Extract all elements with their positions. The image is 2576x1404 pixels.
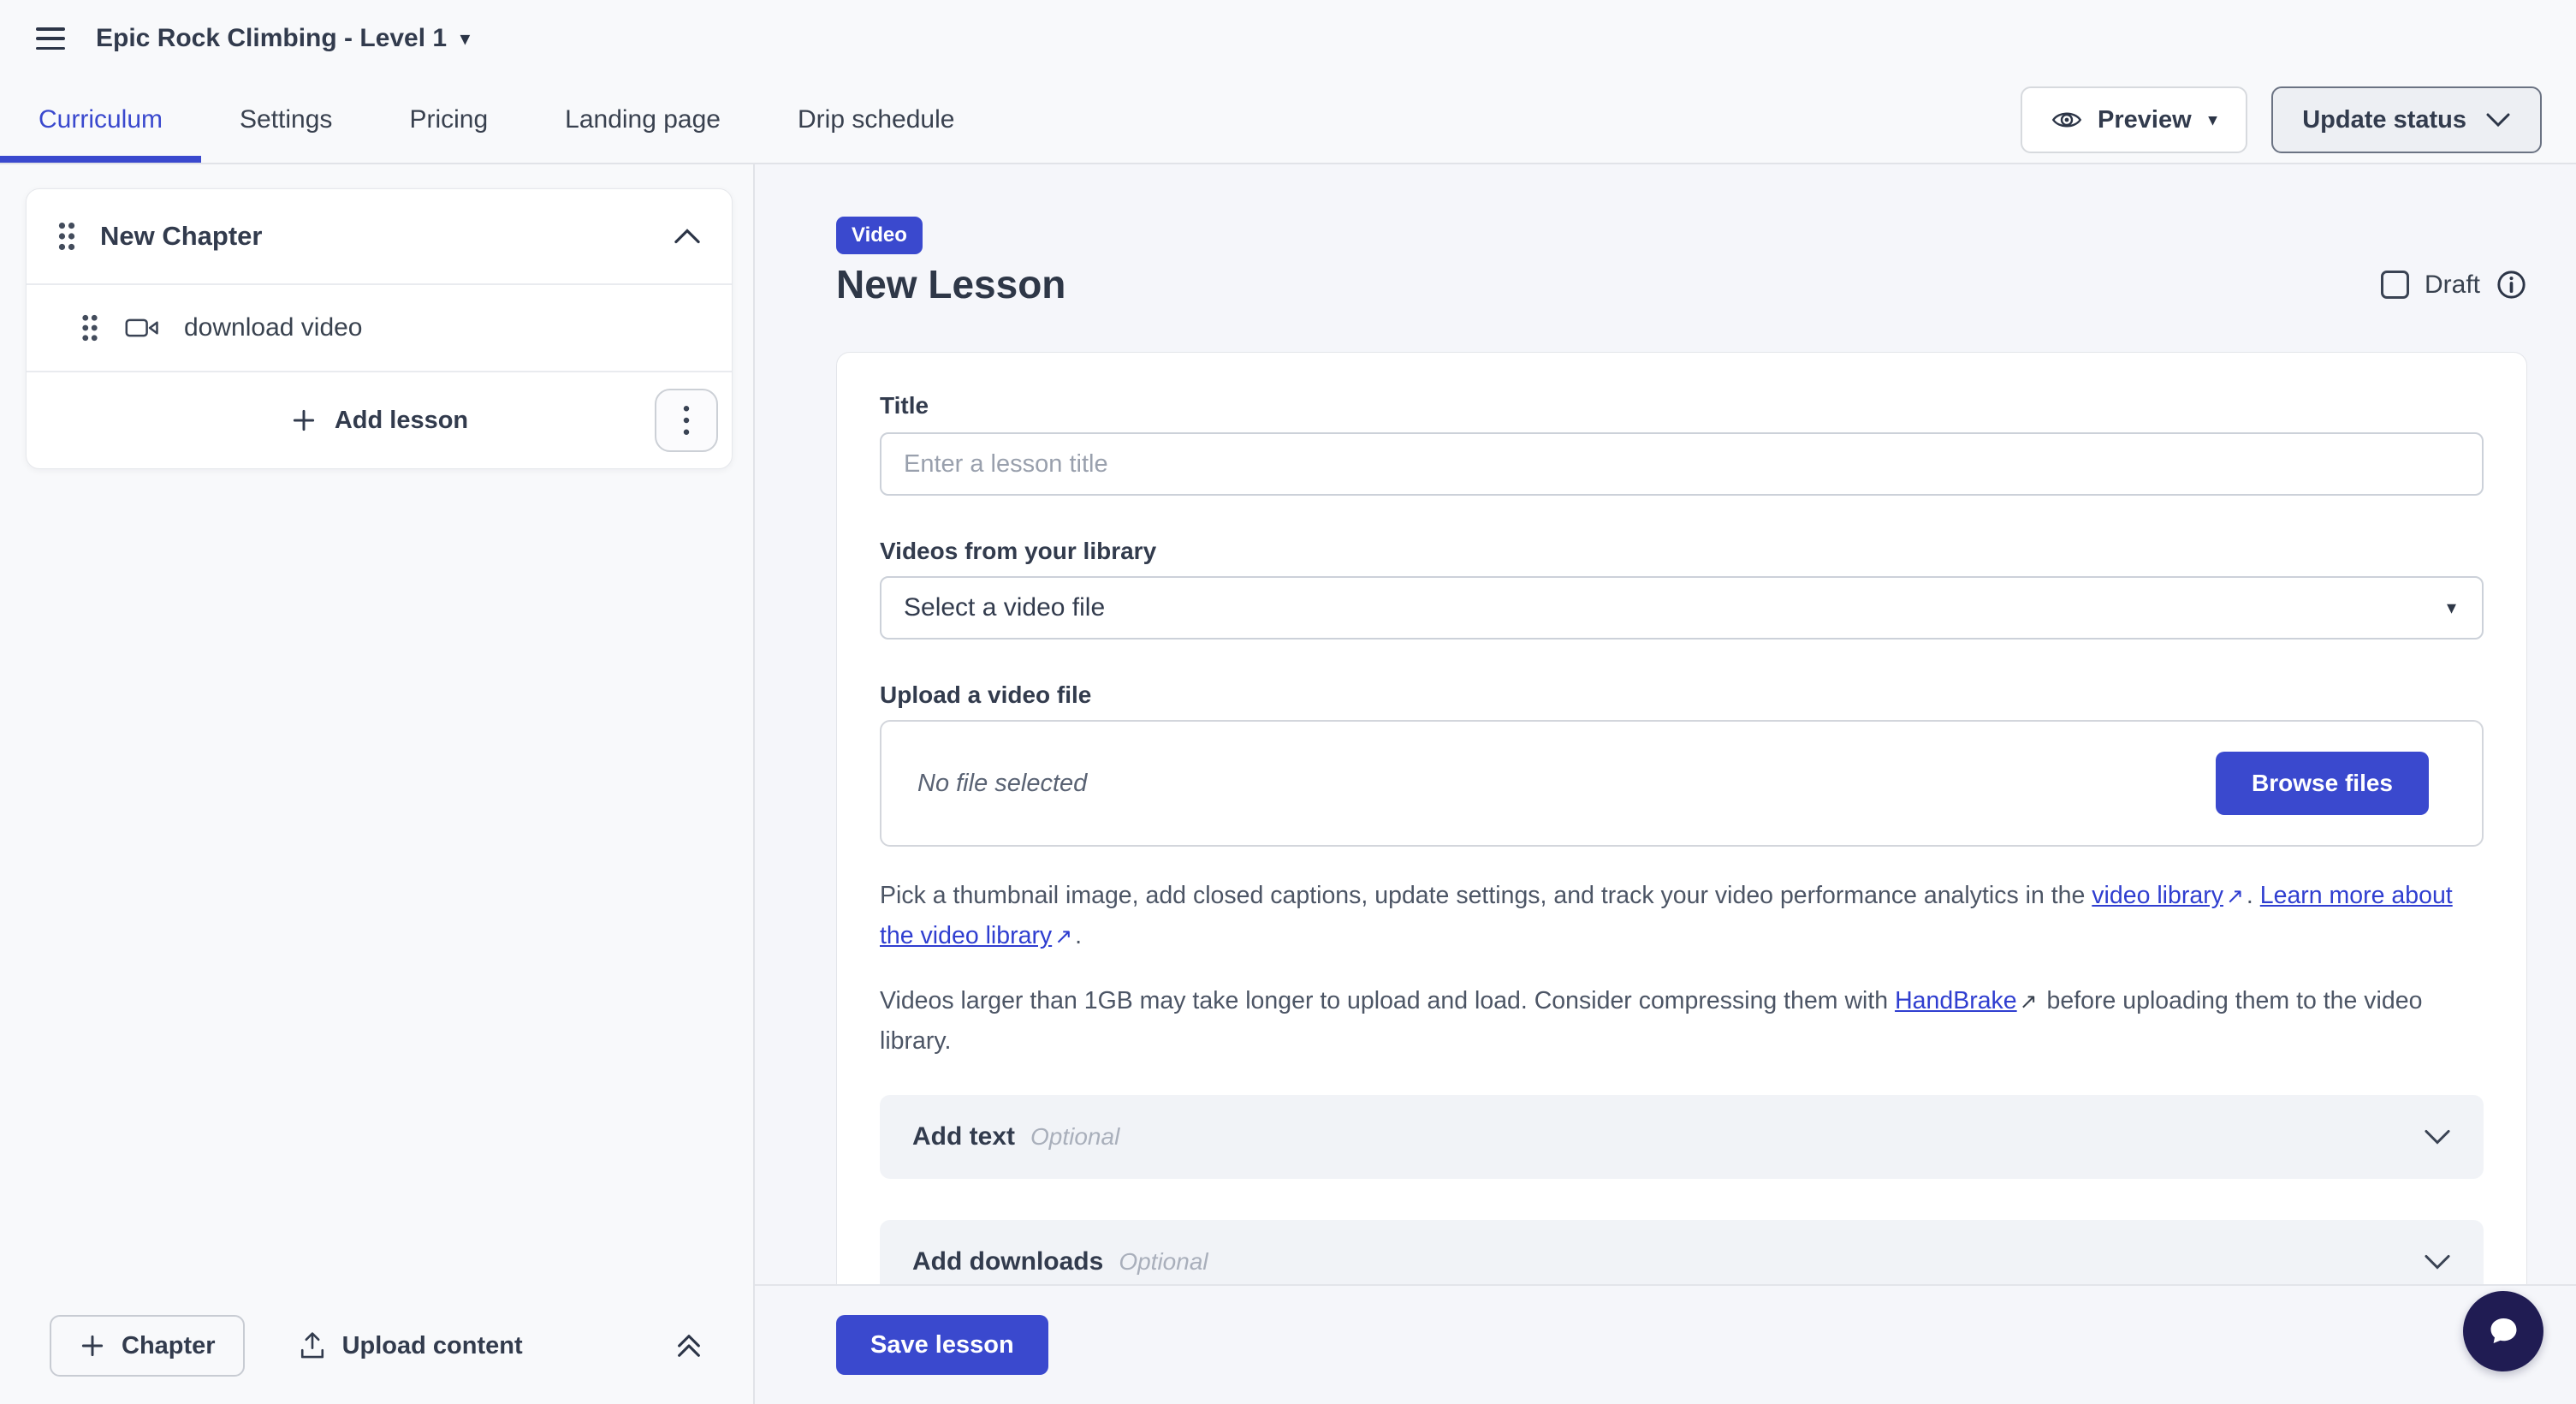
divider (27, 283, 732, 285)
tab-drip-schedule[interactable]: Drip schedule (798, 105, 955, 134)
update-status-label: Update status (2302, 105, 2466, 134)
preview-label: Preview (2098, 105, 2192, 134)
drag-handle-icon[interactable] (56, 221, 78, 252)
update-status-button[interactable]: Update status (2271, 86, 2542, 153)
course-title[interactable]: Epic Rock Climbing - Level 1 ▾ (96, 24, 470, 53)
lesson-editor: Video New Lesson Draft (755, 164, 2576, 1404)
info-icon[interactable] (2496, 269, 2527, 300)
upload-icon (298, 1331, 327, 1360)
page-title: New Lesson (836, 262, 1066, 306)
content: New Chapter (0, 164, 2576, 1404)
chapter-header: New Chapter (27, 189, 732, 283)
no-file-selected-text: No file selected (917, 769, 1088, 797)
add-downloads-section[interactable]: Add downloads Optional (880, 1219, 2484, 1284)
divider (27, 371, 732, 372)
add-text-section[interactable]: Add text Optional (880, 1094, 2484, 1179)
plus-icon (79, 1332, 106, 1359)
lesson-title-input[interactable] (880, 432, 2484, 496)
draft-checkbox[interactable] (2380, 271, 2409, 299)
chevron-down-icon (2485, 112, 2511, 128)
video-library-selected-value: Select a video file (904, 593, 1106, 622)
tabbar: Curriculum Settings Pricing Landing page… (0, 77, 2576, 164)
add-chapter-button[interactable]: Chapter (50, 1315, 245, 1377)
topbar: Epic Rock Climbing - Level 1 ▾ (0, 0, 2576, 77)
sidebar-footer: Chapter Upload content (0, 1288, 753, 1404)
library-field-label: Videos from your library (880, 538, 1157, 564)
chapter-card: New Chapter (26, 188, 733, 469)
upload-content-button[interactable]: Upload content (293, 1330, 528, 1361)
plus-icon (290, 407, 318, 434)
chevron-down-icon (2424, 1253, 2451, 1270)
draft-label: Draft (2424, 270, 2480, 299)
double-chevron-up-icon (674, 1331, 703, 1360)
hamburger-menu-icon[interactable] (36, 27, 65, 50)
save-lesson-button[interactable]: Save lesson (836, 1315, 1048, 1375)
drag-handle-icon[interactable] (80, 313, 100, 342)
lesson-title: download video (184, 313, 363, 342)
optional-label: Optional (1119, 1247, 1208, 1275)
caret-down-icon: ▾ (2208, 110, 2217, 129)
lesson-editor-scroll: Video New Lesson Draft (755, 164, 2576, 1284)
lesson-header-left: Video New Lesson (836, 217, 1065, 309)
eye-icon (2051, 109, 2082, 131)
title-field-label: Title (880, 392, 929, 419)
external-link-icon: ↗ (2225, 884, 2244, 908)
video-lesson-icon (124, 315, 160, 341)
lesson-row-download-video[interactable]: download video (27, 285, 732, 371)
lesson-type-badge: Video (836, 217, 923, 254)
tab-curriculum[interactable]: Curriculum (0, 77, 202, 163)
course-title-text: Epic Rock Climbing - Level 1 (96, 24, 448, 52)
external-link-icon: ↗ (2019, 989, 2038, 1014)
draft-control: Draft (2380, 269, 2527, 300)
curriculum-sidebar: New Chapter (0, 164, 755, 1404)
video-library-help-text: Pick a thumbnail image, add closed capti… (880, 882, 2453, 949)
chapter-title: New Chapter (100, 221, 263, 251)
upload-field-label: Upload a video file (880, 681, 1092, 708)
chat-widget-button[interactable] (2463, 1291, 2543, 1371)
tabbar-actions: Preview ▾ Update status (2021, 77, 2576, 163)
file-upload-dropzone[interactable]: No file selected Browse files (880, 720, 2484, 847)
learn-more-link[interactable]: Learn more about the video library (880, 882, 2453, 949)
caret-down-icon: ▾ (460, 28, 470, 49)
chapter-footer: Add lesson (27, 372, 732, 468)
upload-content-label: Upload content (341, 1331, 523, 1359)
browse-files-button[interactable]: Browse files (2216, 752, 2429, 815)
external-link-icon: ↗ (1054, 925, 1073, 949)
preview-button[interactable]: Preview ▾ (2021, 86, 2248, 153)
video-library-select[interactable]: Select a video file ▾ (880, 576, 2484, 640)
add-lesson-label: Add lesson (334, 406, 469, 434)
tab-pricing[interactable]: Pricing (409, 105, 489, 134)
lesson-editor-footer: Save lesson (755, 1284, 2576, 1404)
add-chapter-label: Chapter (122, 1331, 216, 1359)
lesson-header: Video New Lesson Draft (836, 217, 2527, 309)
video-library-link[interactable]: video library (2092, 882, 2223, 909)
collapse-chapter-button[interactable] (674, 228, 701, 245)
lesson-form-card: Title Videos from your library Select a … (836, 352, 2527, 1284)
handbrake-link[interactable]: HandBrake (1895, 986, 2017, 1014)
kebab-menu-icon (682, 404, 691, 437)
chat-bubble-icon (2483, 1311, 2524, 1352)
collapse-all-button[interactable] (674, 1331, 703, 1360)
add-lesson-button[interactable]: Add lesson (285, 406, 473, 436)
tab-settings[interactable]: Settings (240, 105, 333, 134)
compression-help-text: Videos larger than 1GB may take longer t… (880, 986, 2423, 1055)
chevron-down-icon (2424, 1128, 2451, 1145)
optional-label: Optional (1030, 1122, 1120, 1150)
chapter-options-button[interactable] (655, 389, 718, 452)
tab-landing-page[interactable]: Landing page (565, 105, 721, 134)
add-text-label: Add text (912, 1121, 1015, 1151)
add-downloads-label: Add downloads (912, 1246, 1104, 1276)
caret-down-icon: ▾ (2446, 597, 2456, 618)
